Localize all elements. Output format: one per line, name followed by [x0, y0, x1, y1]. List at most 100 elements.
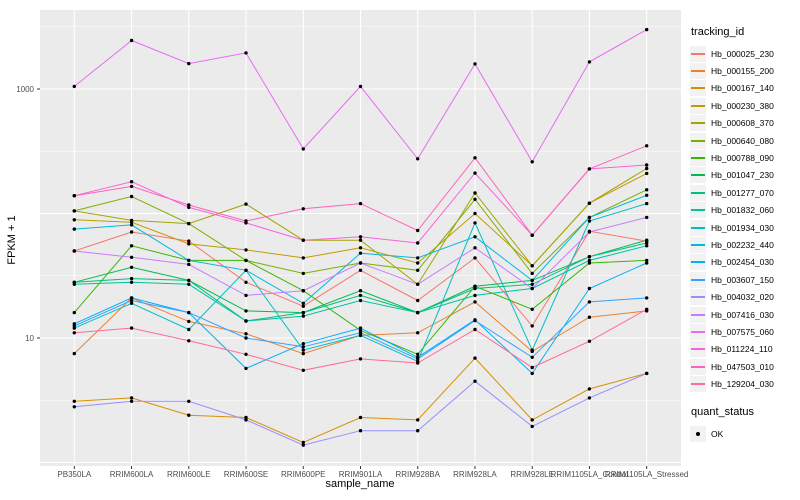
data-point — [358, 261, 363, 265]
legend-key-line — [691, 174, 705, 177]
data-point — [473, 356, 477, 360]
data-point — [473, 293, 477, 298]
legend-item-label: Hb_000608_370 — [711, 118, 774, 129]
y-axis-title: FPKM + 1 — [6, 215, 18, 265]
legend-item: Hb_000025_230 — [690, 45, 800, 62]
data-point — [187, 339, 191, 343]
legend-key — [690, 80, 706, 97]
data-point — [416, 298, 420, 303]
data-point — [530, 160, 534, 164]
data-point — [301, 238, 305, 242]
data-point — [187, 205, 191, 210]
legend-item: Hb_000608_370 — [690, 115, 800, 132]
legend-key — [690, 132, 706, 149]
data-point — [129, 218, 134, 223]
data-point — [187, 327, 191, 332]
legend-key-line — [691, 70, 705, 73]
legend-key-line — [691, 157, 705, 160]
data-point — [530, 278, 534, 283]
data-point — [530, 355, 534, 359]
legend-item-label: Hb_011224_110 — [711, 344, 773, 355]
data-point — [587, 396, 592, 400]
legend-item: Hb_011224_110 — [690, 341, 800, 358]
data-point — [530, 371, 534, 376]
data-point — [645, 244, 649, 248]
data-point — [72, 405, 77, 409]
data-point — [645, 215, 649, 220]
data-point — [187, 399, 191, 403]
data-point — [244, 309, 248, 313]
data-point — [358, 84, 363, 89]
legend-item: Hb_002232_440 — [690, 236, 800, 253]
data-point — [416, 352, 420, 356]
data-point — [358, 326, 363, 330]
data-point — [645, 241, 649, 245]
legend-item: Hb_002454_030 — [690, 254, 800, 271]
data-point — [129, 280, 134, 284]
legend-key-line — [691, 52, 705, 55]
legend-item-label: Hb_000155_200 — [711, 66, 774, 77]
data-point — [473, 62, 477, 66]
data-point — [129, 244, 134, 248]
data-point — [416, 418, 420, 422]
x-tick-label: PB350LA — [57, 470, 92, 479]
data-point — [473, 211, 477, 216]
data-point — [587, 255, 592, 259]
data-point — [645, 238, 649, 242]
legend: tracking_id Hb_000025_230 Hb_000155_200 Hb… — [690, 26, 800, 442]
legend-item-label: Hb_000167_140 — [711, 83, 774, 94]
data-point — [187, 413, 191, 417]
data-point — [129, 194, 134, 199]
data-point — [244, 319, 248, 323]
data-point — [244, 51, 248, 55]
data-point — [358, 246, 363, 250]
data-point — [72, 399, 77, 403]
legend-key — [690, 97, 706, 114]
legend-key-line — [691, 87, 705, 90]
data-point — [587, 315, 592, 319]
legend-item: Hb_001832_060 — [690, 202, 800, 219]
legend-item: Hb_000155_200 — [690, 62, 800, 80]
legend-item: Hb_003607_150 — [690, 271, 800, 288]
data-point — [645, 201, 649, 206]
data-point — [530, 324, 534, 328]
data-point — [358, 251, 363, 255]
data-point — [244, 352, 248, 356]
data-point — [129, 255, 134, 259]
legend-item-label: Hb_000640_080 — [711, 135, 774, 146]
legend-item-label: Hb_002454_030 — [711, 257, 774, 268]
data-point — [129, 296, 134, 300]
data-point — [72, 282, 77, 286]
data-point — [244, 248, 248, 252]
data-point — [72, 310, 77, 315]
data-point — [301, 256, 305, 260]
data-point — [473, 286, 477, 291]
data-point — [358, 333, 363, 338]
legend-item: Hb_000230_380 — [690, 97, 800, 114]
data-point — [416, 282, 420, 286]
x-tick-label: RRIM600PE — [281, 470, 326, 479]
data-point — [416, 228, 420, 233]
data-point — [416, 429, 420, 433]
data-point — [645, 307, 649, 311]
data-point — [187, 203, 191, 207]
data-point — [301, 351, 305, 356]
data-point — [301, 440, 305, 445]
data-point — [587, 215, 592, 220]
data-point — [187, 61, 191, 66]
data-point — [129, 326, 134, 330]
legend-key-line — [691, 261, 705, 264]
data-point — [358, 238, 363, 242]
data-point — [187, 282, 191, 286]
data-point — [244, 280, 248, 284]
data-point — [72, 218, 77, 222]
data-point — [301, 304, 305, 308]
data-point — [645, 27, 649, 32]
legend-key — [690, 306, 706, 323]
data-point — [129, 301, 134, 305]
data-point — [301, 368, 305, 372]
data-point — [244, 293, 248, 298]
data-point — [473, 300, 477, 304]
data-point — [587, 60, 592, 64]
data-point — [244, 219, 248, 223]
